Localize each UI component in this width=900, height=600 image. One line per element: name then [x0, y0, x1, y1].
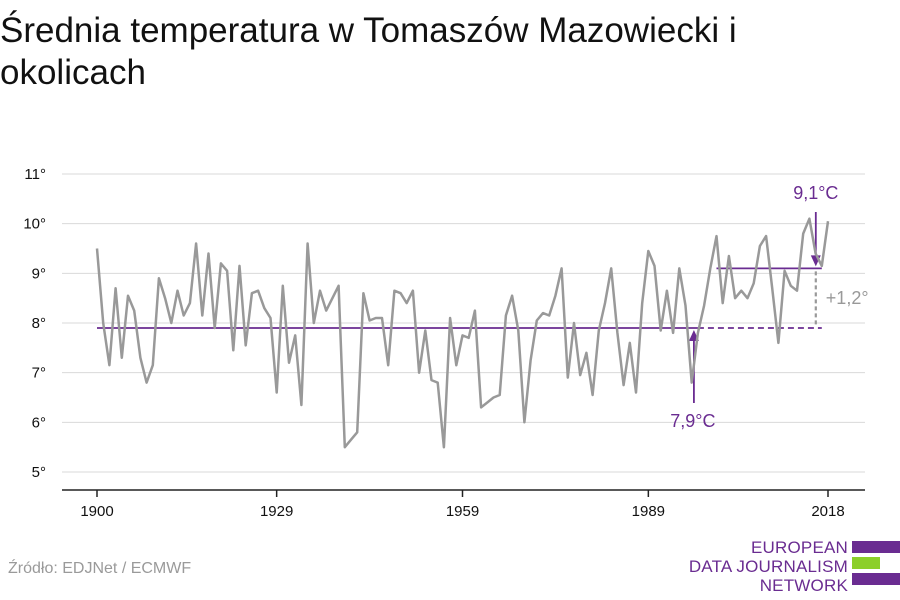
y-axis-ticks: 5° 6° 7° 8° 9° 10° 11° — [23, 166, 46, 481]
recent-label: 9,1°C — [793, 183, 838, 203]
logo-line-2: DATA JOURNALISM — [688, 557, 848, 576]
y-tick-label-9: 9° — [32, 265, 46, 282]
y-tick-label-11: 11° — [24, 166, 46, 183]
x-tick-label-2018: 2018 — [811, 503, 844, 520]
temperature-series-line — [95, 217, 830, 449]
logo-bar-3 — [852, 573, 900, 585]
y-tick-label-7: 7° — [32, 365, 46, 382]
y-tick-label-6: 6° — [32, 414, 46, 431]
logo-bar-1 — [852, 541, 900, 553]
x-tick-label-1929: 1929 — [260, 503, 293, 520]
x-tick-label-1989: 1989 — [632, 503, 665, 520]
logo-bars — [852, 541, 900, 585]
baseline-label: 7,9°C — [670, 411, 715, 431]
source-note: Źródło: EDJNet / ECMWF — [8, 560, 192, 577]
gridlines — [62, 173, 865, 473]
x-tick-label-1959: 1959 — [446, 503, 479, 520]
x-axis-ticks: 1900 1929 1959 1989 2018 — [80, 490, 845, 520]
edjnet-logo: EUROPEAN DATA JOURNALISM NETWORK — [689, 538, 900, 595]
y-tick-label-10: 10° — [23, 216, 46, 233]
y-tick-label-5: 5° — [32, 464, 46, 481]
logo-line-3: NETWORK — [759, 576, 848, 595]
y-tick-label-8: 8° — [32, 315, 46, 332]
logo-line-1: EUROPEAN — [750, 538, 848, 557]
logo-bar-2 — [852, 557, 880, 569]
delta-label: +1,2° — [826, 288, 869, 308]
x-tick-label-1900: 1900 — [80, 503, 113, 520]
series-group — [95, 217, 830, 449]
logo-text: EUROPEAN DATA JOURNALISM NETWORK — [689, 538, 848, 595]
chart-title: Średnia temperatura w Tomaszów Mazowieck… — [0, 11, 737, 92]
